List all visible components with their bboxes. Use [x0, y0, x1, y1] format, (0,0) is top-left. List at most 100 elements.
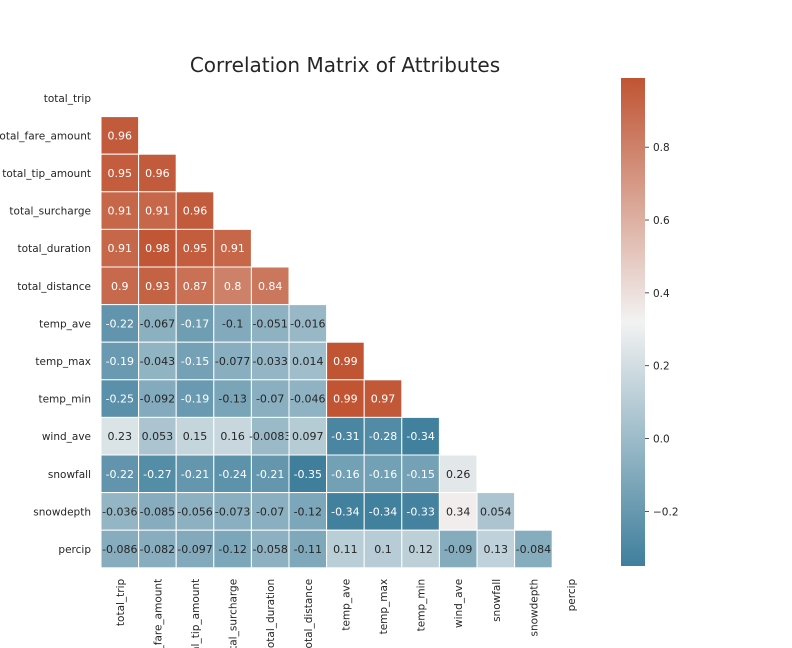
cell-value-label: -0.086	[102, 543, 137, 556]
heatmap-cell	[401, 492, 440, 531]
y-tick-label: total_tip_amount	[2, 168, 91, 180]
heatmap-cell	[363, 529, 403, 569]
cell-value-label: 0.054	[480, 505, 512, 518]
heatmap-cell	[175, 304, 215, 343]
x-tick-label: total_trip	[115, 578, 127, 626]
heatmap-cell	[438, 454, 478, 494]
y-tick-label: snowdepth	[33, 506, 91, 518]
cell-value-label: -0.07	[256, 393, 284, 406]
cell-value-label: -0.084	[516, 543, 551, 556]
heatmap-cell	[401, 529, 440, 569]
heatmap-cell	[401, 454, 440, 494]
cell-value-label: 0.99	[333, 355, 358, 368]
heatmap-cell	[175, 191, 215, 230]
heatmap-cell	[175, 454, 215, 494]
cell-value-label: -0.34	[406, 430, 434, 443]
heatmap-cell	[100, 304, 140, 343]
cell-value-label: -0.17	[181, 317, 209, 330]
y-tick-label: percip	[58, 544, 91, 556]
y-tick-label: temp_max	[35, 356, 91, 368]
heatmap-cell	[213, 529, 252, 569]
cell-value-label: -0.16	[331, 468, 359, 481]
heatmap-cell	[100, 116, 140, 155]
y-tick-label: total_duration	[18, 243, 91, 255]
cell-value-label: 0.9	[111, 280, 129, 293]
cell-value-label: -0.0083	[249, 430, 291, 443]
colorbar: −0.2 0.0 0.2 0.4 0.6 0.8	[621, 78, 679, 566]
cell-value-label: -0.046	[290, 393, 325, 406]
heatmap-cell	[288, 454, 328, 494]
heatmap-cell	[138, 341, 177, 381]
cell-value-label: 0.97	[371, 393, 396, 406]
heatmap-cell	[175, 379, 215, 418]
cell-value-label: -0.07	[256, 505, 284, 518]
heatmap-cell	[326, 529, 365, 569]
cell-value-label: -0.11	[294, 543, 322, 556]
heatmap-cell	[100, 454, 140, 494]
x-tick-label: total_distance	[303, 579, 315, 648]
cell-value-label: 0.014	[292, 355, 324, 368]
heatmap-cell	[326, 341, 365, 381]
y-tick-label: snowfall	[48, 469, 91, 481]
x-tick-label: total_duration	[265, 579, 277, 648]
cell-value-label: -0.34	[369, 505, 397, 518]
cell-value-label: 0.93	[145, 280, 170, 293]
cell-value-label: -0.22	[106, 317, 134, 330]
heatmap-cell	[288, 492, 328, 531]
cell-value-label: 0.91	[108, 242, 133, 255]
cell-value-label: -0.21	[256, 468, 284, 481]
cell-value-label: -0.35	[294, 468, 322, 481]
cell-value-label: -0.25	[106, 393, 134, 406]
cell-value-label: 0.16	[220, 430, 245, 443]
cell-value-label: 0.91	[108, 205, 133, 218]
heatmap-cell	[476, 529, 516, 569]
cell-value-label: -0.097	[177, 543, 212, 556]
heatmap-cell	[363, 379, 403, 418]
cell-value-label: -0.24	[218, 468, 246, 481]
heatmap-cell	[213, 304, 252, 343]
heatmap-cell	[100, 416, 140, 456]
heatmap-cell	[401, 416, 440, 456]
cell-value-label: 0.96	[108, 129, 133, 142]
x-axis-tick-labels: total_trip l_fare_amount al_tip_amount otal…	[115, 578, 578, 648]
cell-value-label: 0.1	[374, 543, 392, 556]
cell-value-label: -0.043	[140, 355, 175, 368]
cell-value-label: 0.91	[145, 205, 170, 218]
cell-value-label: 0.96	[183, 205, 208, 218]
heatmap-cell	[438, 529, 478, 569]
cell-value-label: -0.13	[218, 393, 246, 406]
heatmap-cell	[250, 454, 290, 494]
x-tick-label: l_fare_amount	[152, 579, 164, 648]
cell-value-label: -0.19	[106, 355, 134, 368]
heatmap-cell	[250, 304, 290, 343]
heatmap-cell	[288, 341, 328, 381]
x-tick-label: wind_ave	[453, 579, 465, 628]
heatmap-cell	[138, 529, 177, 569]
cell-value-label: -0.092	[140, 393, 175, 406]
heatmap-cell	[476, 492, 516, 531]
cell-value-label: 0.8	[224, 280, 242, 293]
y-tick-label: total_surcharge	[9, 206, 91, 218]
cell-value-label: 0.053	[142, 430, 174, 443]
colorbar-tick-label: −0.2	[653, 506, 679, 518]
cell-value-label: -0.33	[406, 505, 434, 518]
colorbar-tick-label: 0.0	[653, 434, 670, 446]
cell-value-label: -0.12	[218, 543, 246, 556]
y-tick-label: temp_ave	[39, 318, 91, 330]
cell-value-label: 0.097	[292, 430, 324, 443]
y-tick-label: temp_min	[38, 394, 91, 406]
cell-value-label: -0.056	[177, 505, 212, 518]
chart-title: Correlation Matrix of Attributes	[190, 53, 500, 77]
cell-value-label: 0.98	[145, 242, 170, 255]
heatmap-cell	[288, 304, 328, 343]
x-tick-label: al_tip_amount	[190, 579, 202, 648]
cell-value-label: -0.085	[140, 505, 175, 518]
cell-value-label: 0.99	[333, 393, 358, 406]
heatmap-cell	[213, 492, 252, 531]
heatmap-cell	[100, 492, 140, 531]
x-tick-label: otal_surcharge	[228, 579, 240, 648]
cell-value-label: -0.073	[215, 505, 250, 518]
cell-value-label: -0.09	[444, 543, 472, 556]
cell-value-label: 0.95	[183, 242, 208, 255]
